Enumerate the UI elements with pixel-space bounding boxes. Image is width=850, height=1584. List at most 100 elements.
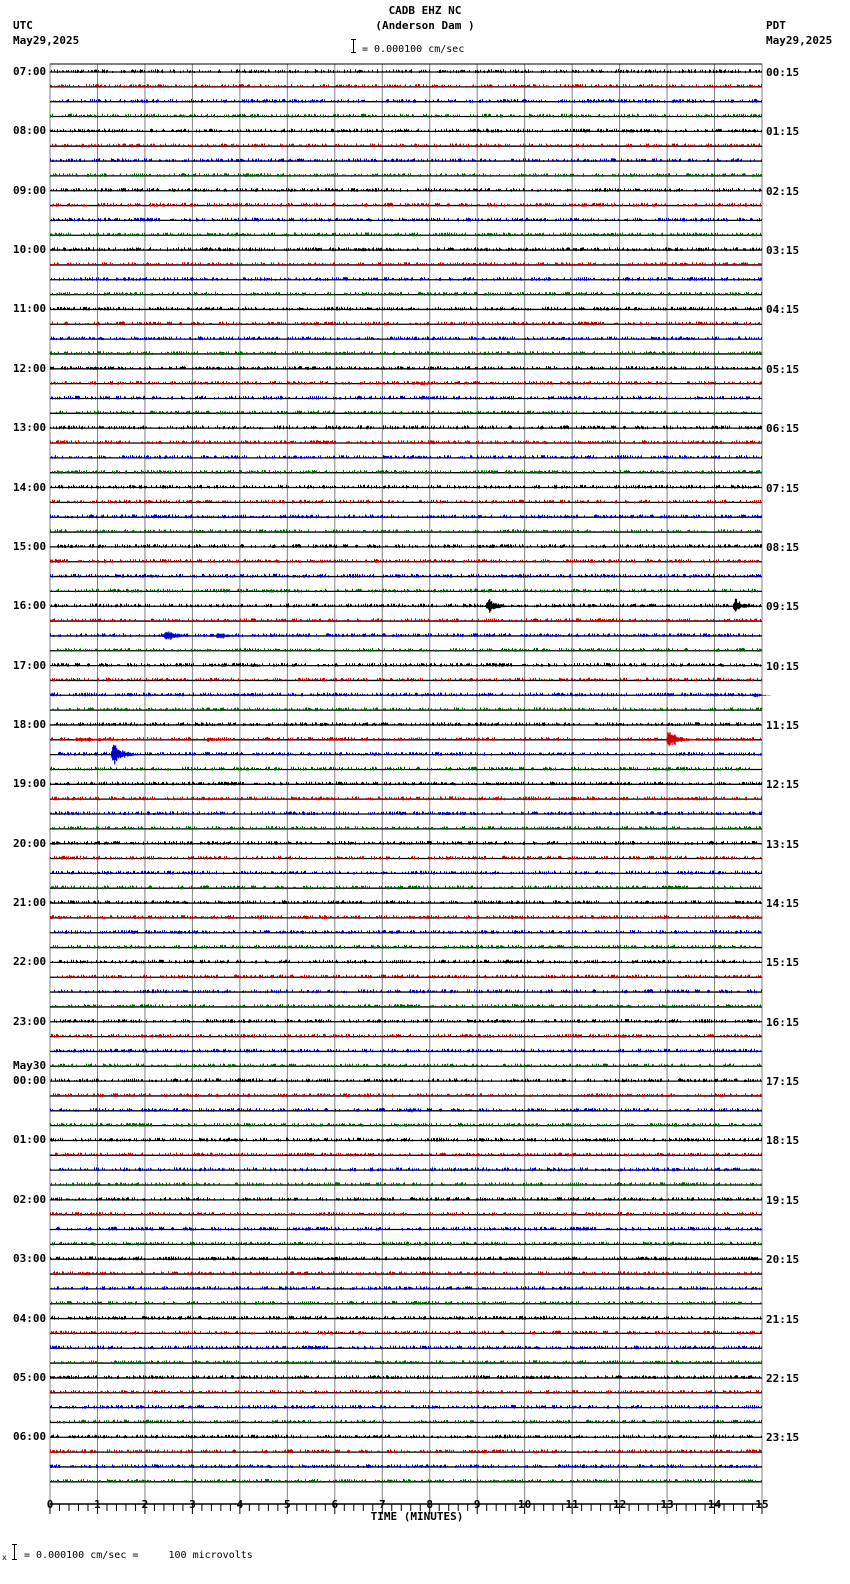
seismic-event [486, 599, 511, 613]
trace-row [50, 1063, 762, 1068]
utc-hour-label: 09:00 [13, 183, 47, 197]
station-location: (Anderson Dam ) [375, 19, 475, 32]
utc-hour-label: 19:00 [13, 777, 47, 791]
trace-row [50, 84, 762, 88]
trace-row [50, 514, 762, 519]
trace-row [50, 1375, 762, 1379]
utc-timezone-label: UTC [13, 19, 33, 32]
trace-row [50, 692, 762, 697]
seismic-event [215, 633, 250, 639]
trace-row [50, 158, 762, 162]
trace-row [50, 1197, 762, 1201]
x-axis-title: TIME (MINUTES) [370, 1510, 464, 1523]
seismic-event [191, 1376, 197, 1379]
pdt-hour-label: 07:15 [766, 481, 800, 495]
seismic-event [111, 744, 141, 765]
x-tick-label: 5 [284, 1498, 291, 1511]
pdt-hour-label: 08:15 [766, 540, 800, 554]
trace-row [50, 929, 762, 934]
utc-date-change-label: May30 [13, 1059, 47, 1073]
trace-row [50, 1004, 762, 1008]
trace-row [50, 217, 762, 222]
trace-row [50, 455, 762, 459]
x-tick-label: 1 [94, 1498, 101, 1511]
seismic-event [248, 664, 278, 667]
pdt-hour-label: 03:15 [766, 244, 800, 258]
seismic-event [206, 737, 236, 742]
trace-row [50, 1167, 762, 1172]
utc-hour-label: 17:00 [13, 658, 47, 672]
trace-row [50, 1345, 762, 1350]
x-tick-label: 6 [331, 1498, 339, 1511]
x-tick-label: 13 [660, 1498, 674, 1511]
trace-row [50, 677, 762, 682]
trace-row [50, 1226, 762, 1231]
trace-row [50, 1464, 762, 1468]
pdt-hour-label: 09:15 [766, 600, 800, 614]
trace-row [50, 1211, 762, 1216]
x-tick-label: 7 [378, 1498, 386, 1511]
pdt-hour-label: 22:15 [766, 1371, 800, 1385]
trace-row [50, 1360, 762, 1365]
trace-row [50, 915, 762, 919]
trace-row [50, 1315, 762, 1320]
trace-row [50, 291, 762, 296]
trace-row [50, 603, 762, 608]
trace-row [50, 202, 762, 207]
trace-row [50, 737, 762, 741]
pdt-hour-label: 01:15 [766, 125, 800, 139]
pdt-hour-label: 04:15 [766, 303, 800, 317]
trace-row [50, 618, 762, 623]
x-tick-label: 4 [236, 1498, 244, 1511]
trace-row [50, 113, 762, 118]
x-tick-label: 14 [707, 1498, 722, 1511]
trace-row [50, 1122, 762, 1127]
trace-row [50, 336, 762, 341]
pdt-hour-label: 13:15 [766, 837, 800, 851]
utc-hour-label: 02:00 [13, 1192, 47, 1206]
trace-row [50, 1256, 762, 1261]
trace-row [50, 1449, 762, 1454]
trace-row [50, 796, 762, 801]
trace-row [50, 558, 762, 563]
trace-row [50, 1033, 762, 1038]
trace-row [50, 722, 762, 726]
pdt-hour-label: 19:15 [766, 1193, 800, 1207]
trace-row [50, 1182, 762, 1186]
footer-scale-label: = 0.000100 cm/sec = 100 microvolts [24, 1550, 253, 1561]
utc-hour-label: 23:00 [13, 1014, 47, 1028]
utc-hour-label: 16:00 [13, 599, 47, 613]
seismic-event [552, 604, 568, 608]
trace-row [50, 751, 762, 756]
trace-row [50, 440, 762, 444]
trace-row [50, 425, 762, 430]
trace-row [50, 1241, 762, 1246]
utc-hour-label: 08:00 [13, 124, 47, 138]
trace-row [50, 573, 762, 578]
trace-row [50, 98, 762, 103]
trace-row [50, 781, 762, 786]
pdt-timezone-label: PDT [766, 19, 786, 32]
pdt-hour-label: 00:15 [766, 66, 800, 79]
trace-row [50, 1019, 762, 1023]
trace-row [50, 262, 762, 266]
trace-row [50, 1286, 762, 1290]
trace-row [50, 1048, 762, 1053]
trace-row [50, 395, 762, 400]
seismic-event [419, 381, 444, 386]
trace-row [50, 232, 762, 237]
pdt-hour-label: 10:15 [766, 659, 800, 673]
pdt-hour-label: 17:15 [766, 1075, 800, 1089]
scale-bar-icon [351, 38, 356, 53]
trace-row [50, 128, 762, 133]
scale-label: = 0.000100 cm/sec [362, 44, 465, 55]
utc-hour-label: 06:00 [13, 1430, 47, 1444]
trace-row [50, 484, 762, 489]
station-title: CADB EHZ NC [388, 4, 462, 17]
x-tick-label: 10 [518, 1498, 532, 1511]
trace-row [50, 187, 762, 192]
trace-row [50, 588, 762, 593]
utc-hour-label: 07:00 [13, 65, 47, 78]
utc-hour-label: 15:00 [13, 539, 47, 553]
x-tick-label: 12 [612, 1498, 627, 1511]
